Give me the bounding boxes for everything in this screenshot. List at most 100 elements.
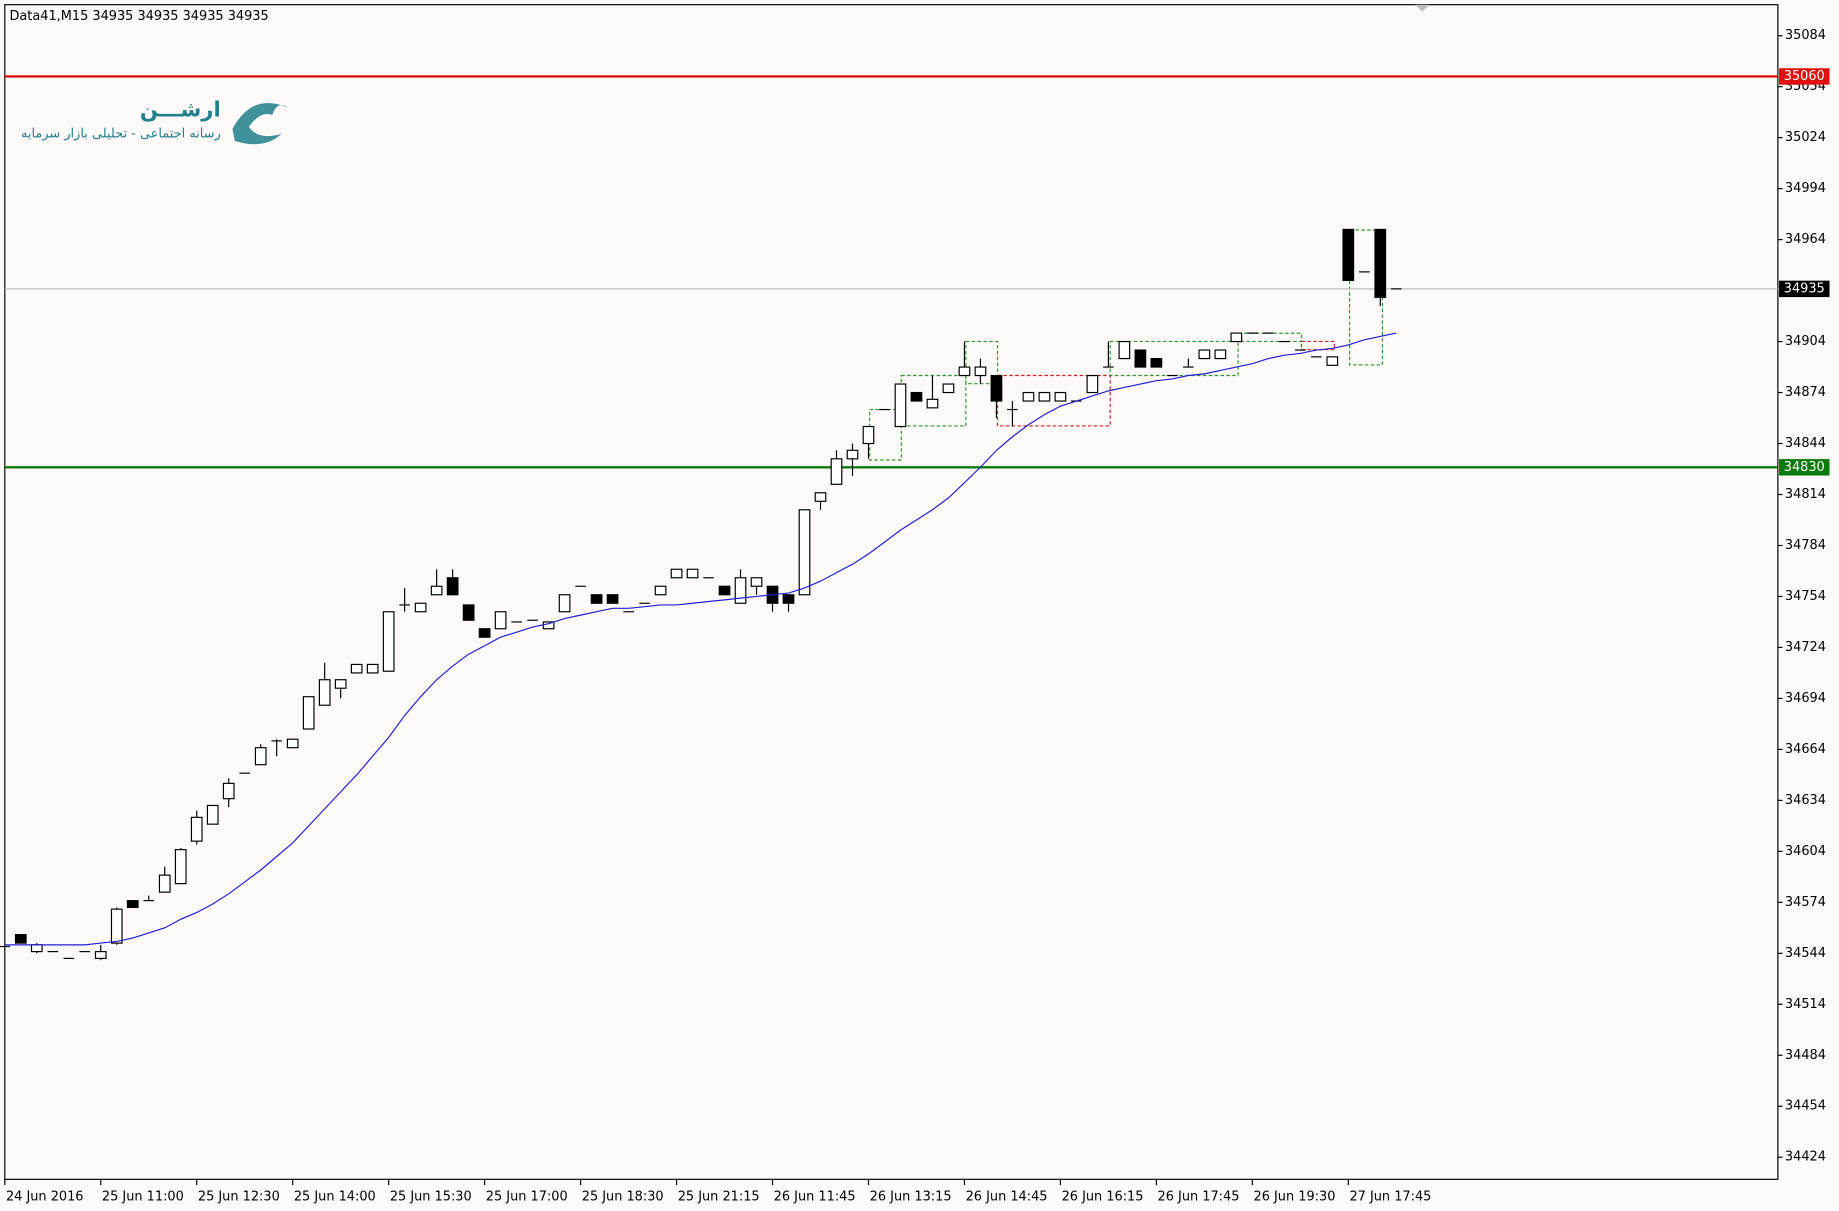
y-tick-label: 34604 bbox=[1785, 844, 1826, 859]
candle-body bbox=[430, 585, 443, 596]
candle-body bbox=[654, 585, 667, 596]
candle-body bbox=[1214, 349, 1227, 360]
candle-body bbox=[158, 874, 171, 893]
y-tick-label: 34484 bbox=[1785, 1048, 1826, 1063]
y-tick-label: 34874 bbox=[1785, 385, 1826, 400]
candle-body bbox=[366, 663, 379, 674]
candle-body bbox=[382, 611, 395, 672]
candle-body bbox=[462, 604, 475, 621]
x-tick-label: 26 Jun 16:15 bbox=[1062, 1189, 1144, 1204]
candle-body bbox=[318, 679, 331, 706]
candle-body bbox=[174, 849, 187, 885]
candle-body bbox=[894, 383, 907, 428]
y-tick-label: 34664 bbox=[1785, 742, 1826, 757]
candle-body bbox=[110, 908, 123, 944]
candle-body bbox=[814, 492, 827, 502]
candle-body bbox=[222, 782, 235, 800]
level-label: 35060 bbox=[1784, 69, 1825, 84]
x-tick-label: 26 Jun 11:45 bbox=[774, 1189, 856, 1204]
y-tick-label: 34454 bbox=[1785, 1099, 1826, 1114]
x-tick-label: 24 Jun 2016 bbox=[6, 1189, 84, 1204]
shift-marker bbox=[1415, 4, 1430, 12]
candle-body bbox=[1038, 391, 1051, 402]
candle-body bbox=[862, 425, 875, 445]
level-label: 34830 bbox=[1784, 460, 1825, 475]
candle-body bbox=[1150, 357, 1163, 368]
candle-body bbox=[1342, 228, 1355, 281]
x-tick-label: 26 Jun 14:45 bbox=[966, 1189, 1048, 1204]
candle-body bbox=[606, 594, 619, 604]
candle-body bbox=[926, 398, 939, 409]
y-tick-label: 34784 bbox=[1785, 538, 1826, 553]
zone-box bbox=[1300, 340, 1335, 351]
candle-body bbox=[190, 816, 203, 842]
candle-body bbox=[30, 944, 43, 953]
moving-average bbox=[4, 332, 1397, 946]
candle-body bbox=[990, 374, 1003, 402]
x-tick-label: 25 Jun 12:30 bbox=[198, 1189, 280, 1204]
candle-body bbox=[254, 747, 267, 766]
y-tick-label: 34814 bbox=[1785, 487, 1826, 502]
logo-subtitle: رسانه اجتماعی - تحلیلی بازار سرمایه bbox=[21, 126, 221, 141]
candles bbox=[0, 228, 1402, 961]
logo-icon bbox=[232, 102, 289, 145]
candle-body bbox=[910, 391, 923, 402]
level-label-box bbox=[1779, 68, 1830, 85]
plot-area bbox=[4, 4, 1779, 1180]
y-tick-label: 34904 bbox=[1785, 334, 1826, 349]
x-tick-label: 25 Jun 14:00 bbox=[294, 1189, 376, 1204]
candle-body bbox=[478, 628, 491, 638]
candle-body bbox=[94, 951, 107, 959]
x-tick-label: 26 Jun 17:45 bbox=[1158, 1189, 1240, 1204]
y-tick-label: 35024 bbox=[1785, 130, 1826, 145]
y-tick-label: 34994 bbox=[1785, 181, 1826, 196]
candle-body bbox=[446, 577, 459, 596]
x-tick-label: 25 Jun 15:30 bbox=[390, 1189, 472, 1204]
y-tick-label: 34574 bbox=[1785, 895, 1826, 910]
candle-body bbox=[1134, 349, 1147, 368]
candle-body bbox=[350, 663, 363, 674]
candle-body bbox=[1022, 391, 1035, 402]
x-tick-label: 27 Jun 17:45 bbox=[1349, 1189, 1431, 1204]
candle-body bbox=[782, 594, 795, 604]
candle-body bbox=[846, 449, 859, 460]
candle-body bbox=[798, 509, 811, 596]
zone-box bbox=[900, 374, 967, 427]
x-tick-label: 25 Jun 21:15 bbox=[678, 1189, 760, 1204]
candle-body bbox=[286, 738, 299, 749]
candle-body bbox=[670, 568, 683, 579]
candle-body bbox=[1326, 356, 1339, 366]
y-tick-label: 34964 bbox=[1785, 232, 1826, 247]
candle-body bbox=[334, 679, 347, 689]
y-tick-label: 35084 bbox=[1785, 28, 1826, 43]
candle-body bbox=[958, 366, 971, 377]
x-tick-label: 26 Jun 13:15 bbox=[870, 1189, 952, 1204]
candle-body bbox=[942, 383, 955, 394]
candle-body bbox=[206, 804, 219, 825]
candle-body bbox=[718, 585, 731, 596]
candle-body bbox=[830, 458, 843, 485]
candle-body bbox=[558, 594, 571, 613]
zone-box bbox=[965, 340, 999, 385]
candle-body bbox=[686, 568, 699, 579]
candle-body bbox=[302, 696, 315, 730]
candle-body bbox=[590, 594, 603, 604]
level-label-box bbox=[1779, 459, 1830, 476]
y-tick-label: 34694 bbox=[1785, 691, 1826, 706]
candle-body bbox=[1086, 374, 1099, 394]
candle-body bbox=[1374, 228, 1387, 298]
logo: ارشـــن رسانه اجتماعی - تحلیلی بازار سرم… bbox=[21, 96, 289, 145]
candle-body bbox=[1054, 391, 1067, 402]
y-tick-label: 34634 bbox=[1785, 793, 1826, 808]
y-tick-label: 34724 bbox=[1785, 640, 1826, 655]
y-tick-label: 34844 bbox=[1785, 436, 1826, 451]
x-tick-label: 25 Jun 18:30 bbox=[582, 1189, 664, 1204]
y-tick-label: 34754 bbox=[1785, 589, 1826, 604]
level-label: 34935 bbox=[1784, 281, 1825, 296]
candle-body bbox=[126, 900, 139, 909]
candle-body bbox=[1230, 332, 1243, 343]
candle-body bbox=[750, 577, 763, 587]
candle-body bbox=[14, 934, 27, 944]
